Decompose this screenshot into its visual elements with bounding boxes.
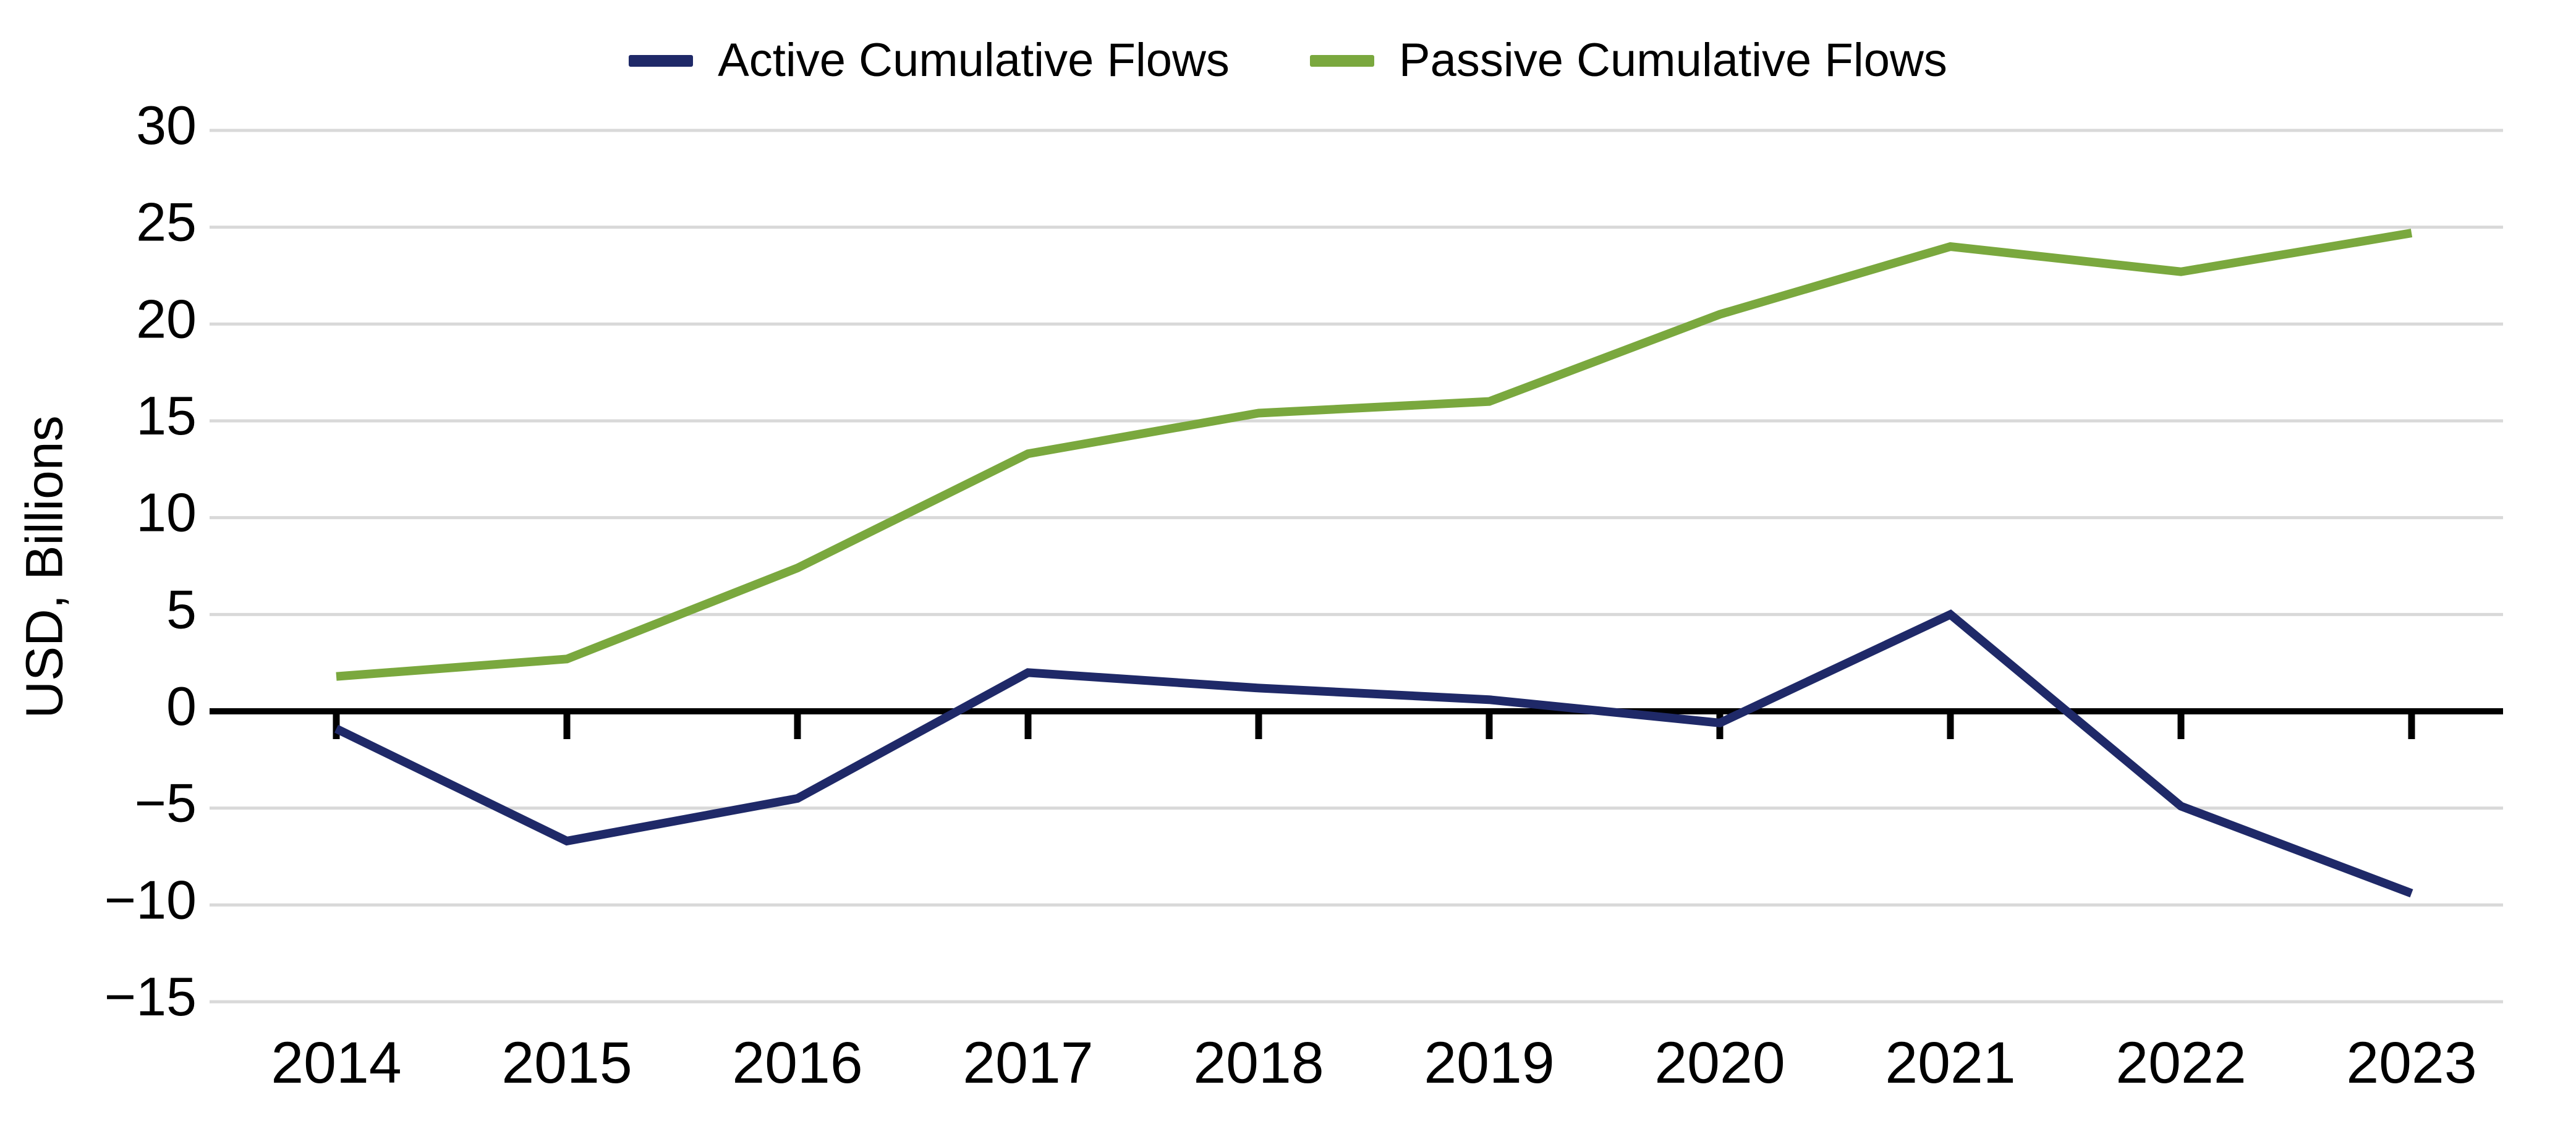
- y-tick-label: −15: [104, 966, 197, 1027]
- y-tick-label: 10: [136, 482, 197, 543]
- x-tick-label: 2023: [2346, 1030, 2476, 1096]
- x-tick: [1024, 714, 1032, 739]
- x-tick-label: 2014: [271, 1030, 401, 1096]
- y-tick-label: 25: [136, 192, 197, 253]
- x-tick-label: 2016: [732, 1030, 862, 1096]
- y-axis-title: USD, Billions: [15, 415, 74, 719]
- x-tick-label: 2015: [501, 1030, 632, 1096]
- x-tick: [2408, 714, 2415, 739]
- x-tick: [1947, 714, 1954, 739]
- y-tick-label: 0: [166, 675, 197, 737]
- y-tick-label: 5: [166, 578, 197, 640]
- y-tick-label: −5: [135, 772, 197, 834]
- y-tick-label: 20: [136, 288, 197, 349]
- x-tick-label: 2021: [1885, 1030, 2015, 1096]
- x-tick: [563, 714, 571, 739]
- y-tick-label: 30: [136, 95, 197, 156]
- active-series-line: [334, 609, 2413, 898]
- x-tick-label: 2017: [963, 1030, 1093, 1096]
- y-axis-title-container: USD, Billions: [6, 0, 83, 1134]
- y-tick-label: 15: [136, 385, 197, 446]
- passive-series-line: [336, 229, 2413, 681]
- x-tick-label: 2022: [2115, 1030, 2246, 1096]
- x-tick: [1486, 714, 1493, 739]
- x-tick: [794, 714, 801, 739]
- x-tick: [2177, 714, 2185, 739]
- x-tick-label: 2019: [1424, 1030, 1554, 1096]
- x-tick-label: 2018: [1193, 1030, 1324, 1096]
- x-tick: [333, 714, 340, 739]
- x-tick: [1255, 714, 1262, 739]
- y-tick-label: −10: [104, 869, 197, 930]
- x-tick-label: 2020: [1654, 1030, 1785, 1096]
